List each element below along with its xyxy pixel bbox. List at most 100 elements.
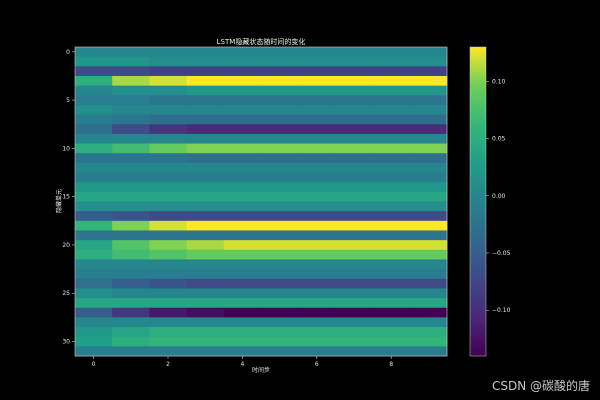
heatmap-cell — [75, 230, 113, 241]
heatmap-cell — [261, 153, 299, 164]
heatmap-cell — [149, 278, 187, 289]
heatmap-cell — [261, 104, 299, 115]
heatmap-cell — [372, 288, 411, 299]
heatmap-cell — [409, 66, 448, 77]
heatmap-cell — [298, 249, 336, 260]
heatmap-cell — [112, 346, 150, 357]
heatmap-cell — [186, 336, 225, 347]
heatmap-cell — [223, 153, 262, 164]
heatmap-cell — [409, 220, 448, 231]
heatmap-cell — [75, 56, 113, 67]
heatmap-cell — [223, 298, 262, 309]
x-tick-label: 4 — [240, 361, 244, 368]
y-tick-label: 30 — [62, 339, 70, 346]
heatmap-cell — [75, 66, 113, 77]
heatmap-cell — [75, 240, 113, 251]
heatmap-cell — [112, 124, 150, 135]
heatmap-cell — [112, 298, 150, 309]
heatmap-cell — [149, 114, 187, 125]
heatmap-cell — [186, 47, 225, 58]
heatmap-cell — [149, 269, 187, 280]
heatmap-cell — [372, 346, 411, 357]
heatmap-cell — [298, 143, 336, 154]
heatmap-cell — [409, 133, 448, 144]
heatmap-cell — [223, 104, 262, 115]
heatmap-cell — [409, 327, 448, 338]
heatmap-cell — [223, 133, 262, 144]
heatmap-cell — [112, 259, 150, 270]
heatmap-cell — [298, 240, 336, 251]
heatmap-cell — [223, 211, 262, 222]
heatmap-cell — [335, 201, 373, 212]
heatmap-cell — [335, 153, 373, 164]
heatmap-cell — [186, 104, 225, 115]
heatmap-cell — [149, 201, 187, 212]
heatmap-cell — [186, 182, 225, 193]
heatmap-cell — [372, 230, 411, 241]
heatmap-cell — [186, 95, 225, 106]
heatmap-cell — [223, 230, 262, 241]
heatmap-cell — [335, 85, 373, 96]
heatmap-cell — [149, 336, 187, 347]
heatmap-cell — [335, 191, 373, 202]
heatmap-cell — [335, 211, 373, 222]
heatmap-cell — [112, 249, 150, 260]
heatmap-cell — [372, 172, 411, 183]
heatmap-cell — [186, 162, 225, 173]
heatmap-cell — [223, 162, 262, 173]
heatmap-cell — [223, 47, 262, 58]
heatmap-cell — [186, 220, 225, 231]
heatmap-cell — [261, 201, 299, 212]
heatmap-cell — [409, 336, 448, 347]
heatmap-cell — [409, 278, 448, 289]
heatmap-cell — [75, 211, 113, 222]
colorbar-tick-label: 0.10 — [492, 78, 506, 85]
heatmap-cell — [298, 182, 336, 193]
heatmap-cell — [335, 124, 373, 135]
heatmap-cell — [261, 95, 299, 106]
heatmap-cell — [75, 153, 113, 164]
y-tick-label: 10 — [62, 145, 70, 152]
heatmap-cell — [75, 124, 113, 135]
heatmap-cell — [75, 307, 113, 318]
heatmap-cell — [372, 240, 411, 251]
heatmap-cell — [75, 47, 113, 58]
heatmap-cell — [409, 182, 448, 193]
heatmap-cell — [112, 95, 150, 106]
plot-frame — [74, 46, 448, 357]
heatmap-cell — [261, 85, 299, 96]
heatmap-cell — [261, 307, 299, 318]
heatmap-cell — [112, 240, 150, 251]
heatmap-cell — [298, 66, 336, 77]
heatmap-cell — [149, 259, 187, 270]
heatmap-cell — [112, 56, 150, 67]
heatmap-cell — [298, 191, 336, 202]
heatmap-cell — [75, 75, 113, 87]
heatmap-cell — [149, 124, 187, 135]
heatmap-cell — [186, 153, 225, 164]
heatmap-cell — [409, 75, 448, 87]
heatmap-cell — [372, 153, 411, 164]
heatmap-cell — [149, 317, 187, 328]
heatmap-cell — [335, 327, 373, 338]
heatmap-cell — [261, 182, 299, 193]
heatmap-cell — [149, 133, 187, 144]
x-tick-label: 8 — [389, 361, 393, 368]
heatmap-cell — [409, 240, 448, 251]
heatmap-cell — [112, 211, 150, 222]
heatmap-cell — [409, 85, 448, 96]
heatmap-cell — [261, 56, 299, 67]
heatmap-cell — [335, 307, 373, 318]
heatmap-cell — [335, 172, 373, 183]
heatmap-cell — [409, 47, 448, 58]
colorbar-tick-label: 0.05 — [492, 136, 506, 143]
heatmap-cell — [112, 114, 150, 125]
heatmap-cell — [149, 143, 187, 154]
heatmap-cell — [112, 220, 150, 231]
heatmap-cell — [223, 172, 262, 183]
heatmap-cell — [75, 278, 113, 289]
heatmap-cell — [335, 114, 373, 125]
x-tick-label: 6 — [315, 361, 319, 368]
heatmap-cell — [186, 317, 225, 328]
heatmap-cell — [223, 336, 262, 347]
